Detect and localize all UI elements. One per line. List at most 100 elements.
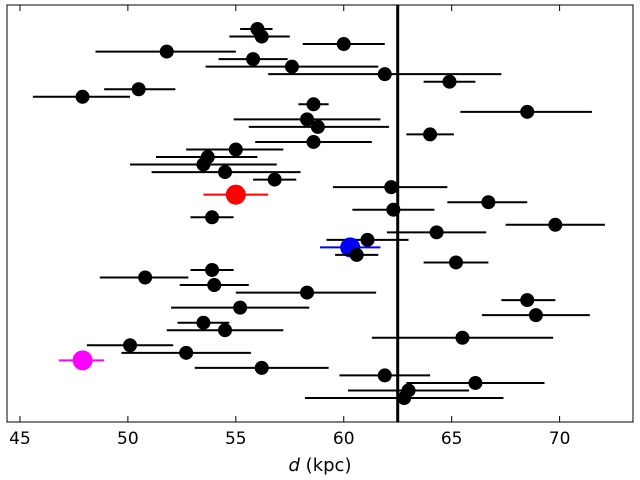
data-point-4 [95,44,236,59]
x-ticks: 45 50 55 60 65 70 [9,5,570,449]
data-point-26 [190,210,234,225]
x-axis-label-unit: (kpc) [300,455,352,476]
data-point-6 [205,59,379,74]
marker [520,104,535,119]
data-point-3 [302,37,385,52]
marker [548,217,563,232]
marker [218,323,233,338]
data-point-39 [481,308,590,323]
data-point-48 [406,375,545,390]
x-tick-label: 55 [225,429,247,449]
marker [246,52,261,67]
marker [300,285,315,300]
data-point-7 [268,67,502,82]
marker [448,255,463,270]
marker [349,247,364,262]
data-point-42 [371,330,554,345]
marker [72,350,93,371]
marker [384,180,399,195]
data-point-43 [86,338,174,353]
data-point-32 [423,255,489,270]
data-point-14 [248,119,390,134]
x-axis-label: d (kpc) [289,455,352,476]
marker [336,37,351,52]
marker [179,345,194,360]
data-point-35 [179,278,249,293]
marker [455,330,470,345]
plot-frame [6,4,634,423]
marker [233,300,248,315]
marker [310,119,325,134]
x-tick-label: 60 [333,429,355,449]
data-point-50 [304,391,504,405]
marker [386,202,401,217]
marker [254,360,269,375]
marker [442,74,457,89]
data-point-19 [130,157,277,172]
data-points [32,22,605,405]
marker [159,44,174,59]
x-axis-label-var: d [289,455,301,476]
marker [468,375,483,390]
data-point-46 [194,360,329,375]
data-point-37 [501,293,556,308]
marker [306,97,321,112]
x-tick-label: 70 [549,429,571,449]
data-point-40 [177,315,230,330]
marker [300,112,315,127]
marker [377,67,392,82]
marker [306,134,321,149]
marker [75,89,90,104]
data-point-2 [229,29,290,44]
marker [138,270,153,285]
data-point-8 [423,74,476,89]
marker [225,184,246,205]
marker [254,29,269,44]
data-point-22 [332,180,448,195]
data-point-12 [460,104,592,119]
data-point-28 [386,225,487,240]
data-point-31 [335,247,379,262]
x-tick-label: 50 [117,429,139,449]
marker [196,315,211,330]
data-point-27 [505,217,605,232]
data-point-21 [253,172,297,187]
marker [207,278,222,293]
data-point-47 [339,368,431,383]
data-point-17 [186,142,284,157]
data-point-10 [32,89,131,104]
marker [481,195,496,210]
data-point-34 [99,270,189,285]
data-point-13 [233,112,381,127]
data-point-9 [104,82,176,97]
marker [123,338,138,353]
data-point-15 [406,127,454,142]
data-point-38 [171,300,310,315]
marker [205,210,220,225]
marker [423,127,438,142]
marker [196,157,211,172]
marker [429,225,444,240]
data-point-41 [166,323,284,338]
marker [228,142,243,157]
data-point-5 [218,52,288,67]
data-point-33 [190,262,234,277]
marker [377,368,392,383]
marker [360,232,375,247]
data-point-29 [326,232,409,247]
data-point-36 [235,285,377,300]
marker [520,293,535,308]
data-point-16 [255,134,372,149]
marker [397,391,412,405]
x-tick-label: 65 [441,429,463,449]
data-point-44 [121,345,251,360]
marker [528,308,543,323]
data-point-25 [352,202,435,217]
data-point-45 [58,350,105,371]
data-point-23 [203,184,269,205]
marker [131,82,146,97]
marker [205,262,220,277]
data-point-24 [447,195,528,210]
data-point-20 [151,165,301,180]
